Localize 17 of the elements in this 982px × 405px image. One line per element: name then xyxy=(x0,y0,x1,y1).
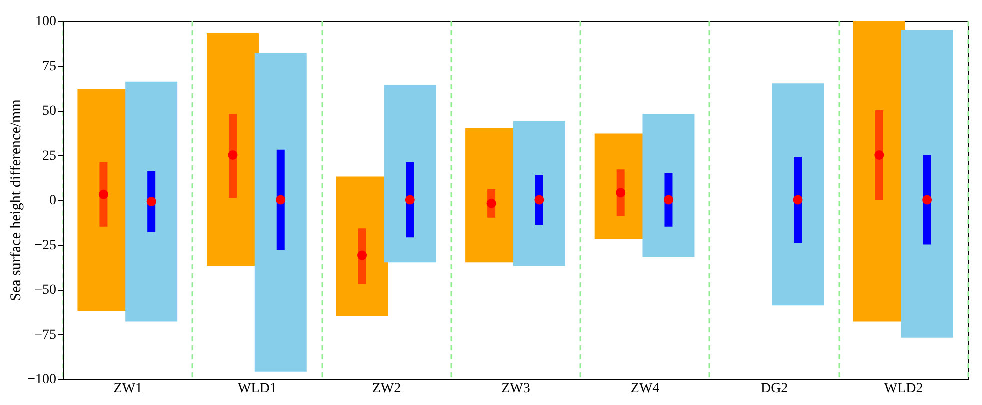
x-tick-label: DG2 xyxy=(760,382,788,396)
y-tick-label: 50 xyxy=(42,104,56,119)
x-tick-label: WLD2 xyxy=(884,382,924,396)
y-tick-label: 25 xyxy=(42,148,56,164)
x-tick-label: ZW2 xyxy=(372,382,402,396)
y-tick-label: −25 xyxy=(34,238,56,254)
y-tick-label: 75 xyxy=(42,59,56,74)
x-tick-label: ZW1 xyxy=(114,382,143,396)
y-tick-label: −50 xyxy=(34,283,56,298)
x-tick-label: ZW3 xyxy=(502,382,530,396)
x-tick-label: ZW4 xyxy=(630,382,660,396)
y-tick-label: 0 xyxy=(50,194,56,208)
y-axis-title: Sea surface height difference/mm xyxy=(8,99,25,302)
x-tick-label: WLD1 xyxy=(238,382,277,396)
y-tick-label: −100 xyxy=(28,372,56,388)
y-tick-label: 100 xyxy=(36,14,56,30)
y-tick-label: −75 xyxy=(34,328,56,343)
